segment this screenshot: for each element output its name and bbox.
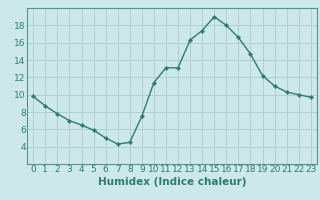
X-axis label: Humidex (Indice chaleur): Humidex (Indice chaleur) bbox=[98, 177, 246, 187]
